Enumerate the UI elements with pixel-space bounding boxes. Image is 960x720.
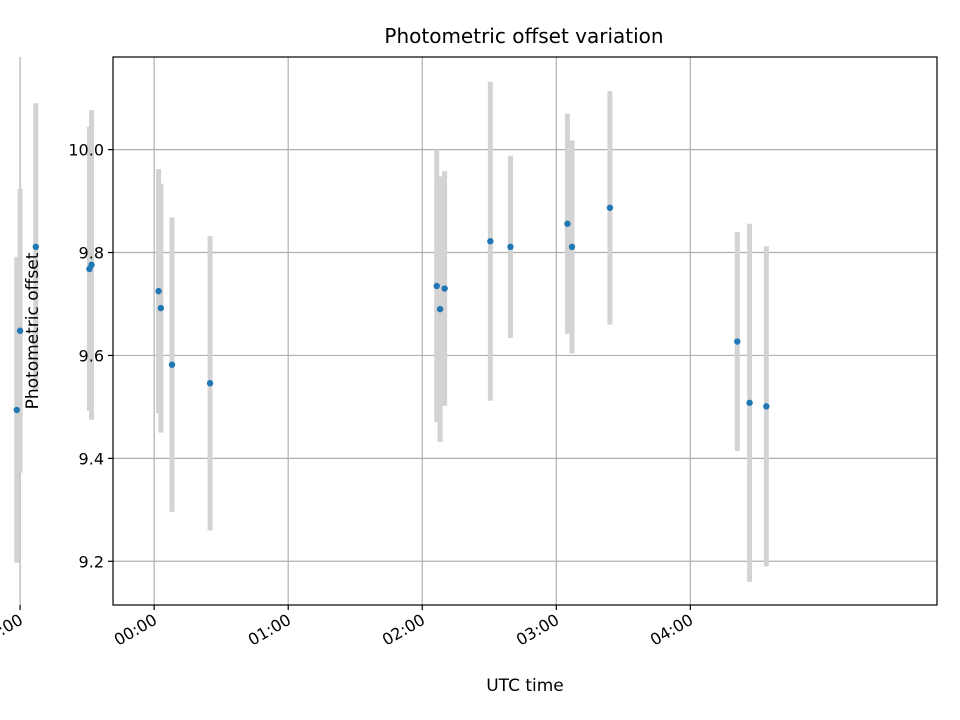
data-point [88, 261, 95, 269]
data-point [13, 406, 20, 414]
data-point [168, 361, 176, 368]
data-point [564, 220, 571, 227]
data-point [763, 403, 770, 410]
data-point [436, 305, 444, 313]
data-point [568, 243, 576, 251]
grid [19, 57, 937, 605]
data-point [441, 285, 448, 292]
data-points [13, 204, 770, 414]
y-tick-label: 9.4 [79, 449, 104, 468]
data-point [16, 327, 24, 334]
x-axis-label: UTC time [486, 676, 564, 696]
y-tick-label: 9.6 [79, 346, 104, 365]
y-axis-label: Photometric offset [23, 252, 43, 409]
y-axis-ticks: 9.2 9.4 9.6 9.8 10.0 [68, 141, 113, 571]
data-point [433, 282, 440, 290]
data-point [606, 204, 614, 211]
data-point [206, 380, 214, 387]
data-point [507, 243, 514, 251]
data-point [155, 287, 162, 295]
data-point [746, 399, 753, 406]
data-point [32, 243, 39, 251]
data-point [487, 238, 494, 245]
data-point [734, 338, 741, 345]
chart-title: Photometric offset variation [384, 24, 663, 48]
plot-frame [112, 56, 938, 606]
data-point [157, 304, 165, 312]
y-tick-label: 10.0 [68, 141, 104, 160]
y-tick-label: 9.2 [79, 552, 104, 571]
y-tick-label: 9.8 [79, 244, 104, 263]
